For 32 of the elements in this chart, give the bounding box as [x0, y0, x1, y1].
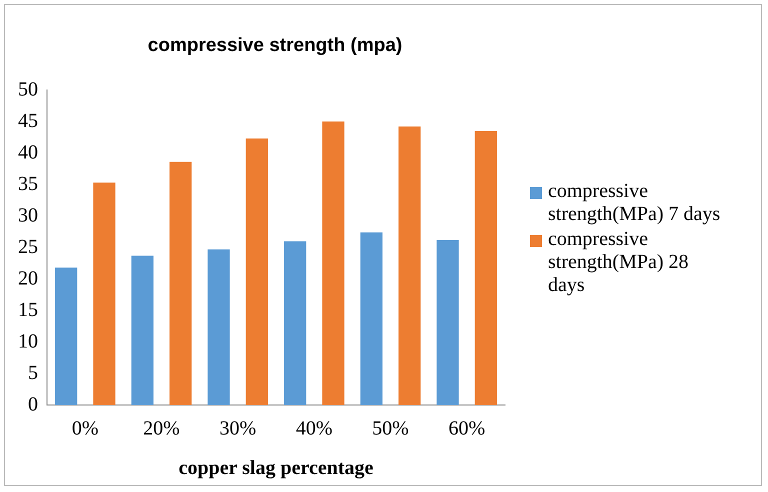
- x-tick-label: 30%: [219, 417, 256, 440]
- bar: [170, 162, 192, 405]
- y-tick-label: 15: [18, 298, 38, 321]
- y-tick-label: 40: [18, 141, 38, 164]
- bar: [474, 130, 497, 405]
- y-tick-label: 35: [18, 172, 38, 195]
- x-tick-label: 0%: [72, 417, 99, 440]
- bar: [284, 241, 306, 405]
- bar: [360, 232, 382, 405]
- bar: [55, 268, 78, 405]
- bar: [436, 240, 459, 405]
- bar: [322, 122, 344, 405]
- y-tick-label: 5: [28, 362, 38, 384]
- bar: [93, 182, 116, 405]
- x-axis-title: copper slag percentage: [178, 457, 374, 480]
- legend-label: compressive strength(MPa) 28 days: [548, 228, 690, 297]
- x-tick-label: 40%: [296, 417, 333, 440]
- x-tick-label: 60%: [448, 417, 486, 440]
- y-tick-label: 25: [18, 236, 38, 258]
- chart-title: compressive strength (mpa): [146, 35, 404, 57]
- x-tick-label: 50%: [372, 417, 409, 440]
- bar: [246, 138, 268, 405]
- y-tick-label: 50: [18, 78, 38, 100]
- y-tick-label: 0: [28, 393, 38, 416]
- bar: [398, 126, 421, 405]
- bar: [208, 249, 230, 405]
- y-tick-label: 45: [18, 110, 38, 132]
- bar: [131, 256, 154, 405]
- y-tick-label: 10: [18, 330, 38, 352]
- y-tick-label: 20: [18, 267, 38, 290]
- x-tick-label: 20%: [143, 417, 180, 440]
- y-tick-label: 30: [18, 204, 38, 226]
